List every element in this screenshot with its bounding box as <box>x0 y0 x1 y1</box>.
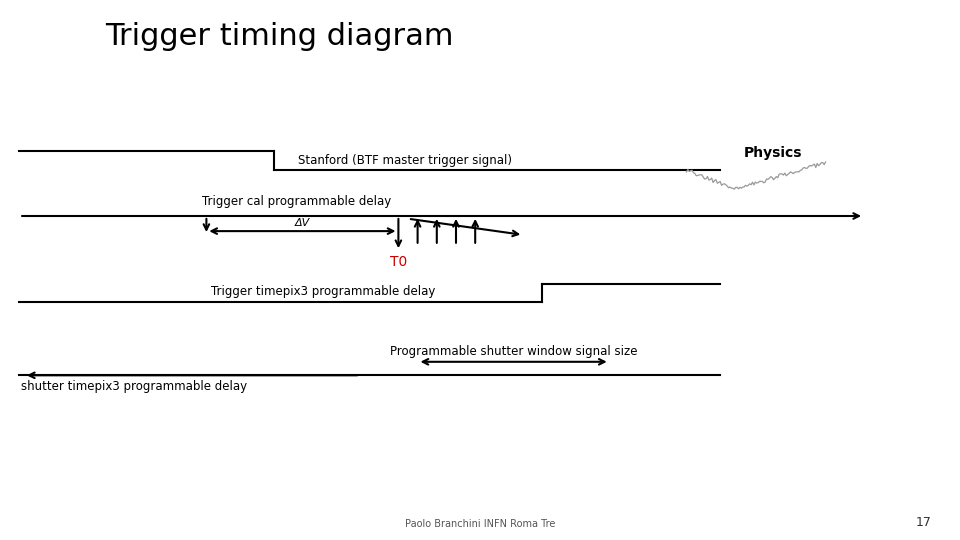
Text: T0: T0 <box>390 255 407 269</box>
Text: 17: 17 <box>915 516 931 529</box>
Text: ΔV: ΔV <box>295 218 310 228</box>
Text: Trigger timing diagram: Trigger timing diagram <box>106 22 454 51</box>
Text: Trigger timepix3 programmable delay: Trigger timepix3 programmable delay <box>211 285 436 298</box>
Text: Trigger cal programmable delay: Trigger cal programmable delay <box>202 195 391 208</box>
Text: Paolo Branchini INFN Roma Tre: Paolo Branchini INFN Roma Tre <box>405 519 555 529</box>
Text: Physics: Physics <box>744 146 803 160</box>
Text: Programmable shutter window signal size: Programmable shutter window signal size <box>390 345 637 358</box>
Text: shutter timepix3 programmable delay: shutter timepix3 programmable delay <box>21 380 248 393</box>
Text: Stanford (BTF master trigger signal): Stanford (BTF master trigger signal) <box>298 154 512 167</box>
